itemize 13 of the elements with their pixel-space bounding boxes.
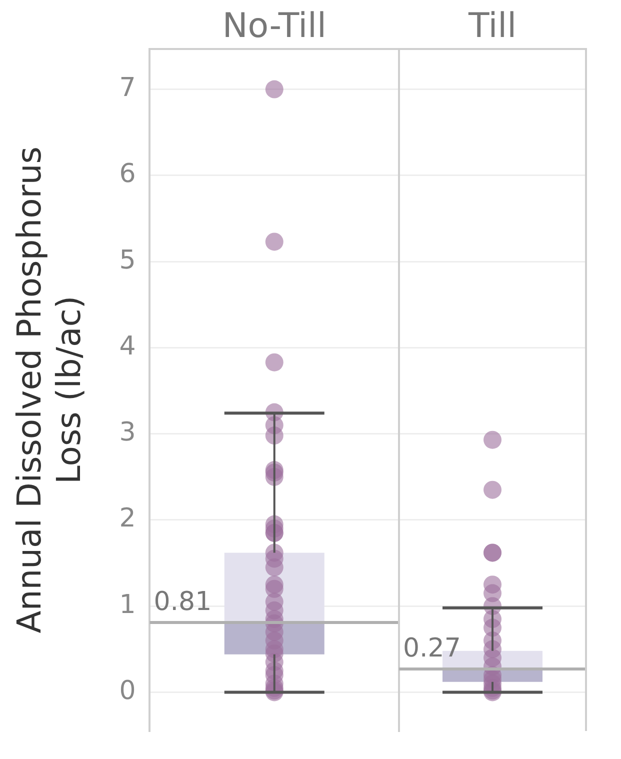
y-axis-title: Annual Dissolved Phosphorus Loss (lb/ac) xyxy=(9,146,88,634)
y-tick-label: 6 xyxy=(119,159,136,190)
x-tick-label: No-Till xyxy=(222,6,326,46)
y-tick-label: 4 xyxy=(119,331,136,362)
y-tick-label: 1 xyxy=(119,590,136,620)
y-tick-label: 5 xyxy=(119,245,136,276)
y-tick-label: 3 xyxy=(119,418,136,448)
ref-line-label: 0.27 xyxy=(403,634,461,664)
x-tick-label: Till xyxy=(467,6,517,46)
y-tick-label: 2 xyxy=(119,504,136,534)
y-tick-label: 7 xyxy=(119,73,136,104)
y-tick-label: 0 xyxy=(119,676,136,706)
ref-line-label: 0.81 xyxy=(154,587,212,618)
